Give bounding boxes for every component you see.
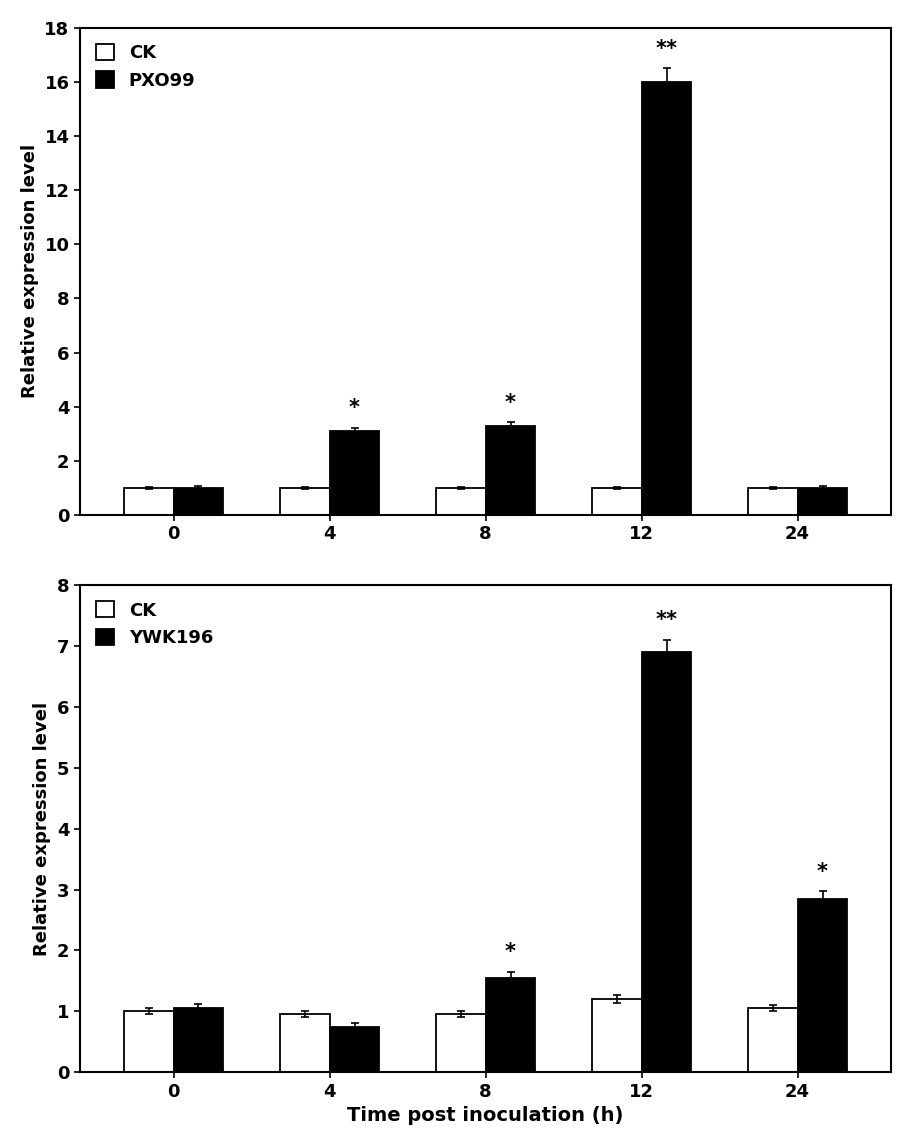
Bar xyxy=(485,425,535,515)
Bar xyxy=(173,488,223,515)
Text: **: ** xyxy=(655,610,677,630)
Text: *: * xyxy=(505,942,516,961)
Bar xyxy=(329,431,379,515)
Bar xyxy=(280,1014,329,1073)
Bar xyxy=(124,488,173,515)
Bar xyxy=(280,488,329,515)
Bar xyxy=(591,999,640,1073)
Bar xyxy=(485,978,535,1073)
Bar xyxy=(747,1008,797,1073)
Bar xyxy=(435,488,485,515)
Bar xyxy=(124,1011,173,1073)
Text: *: * xyxy=(349,398,360,418)
Bar xyxy=(173,1008,223,1073)
Bar xyxy=(797,898,846,1073)
Y-axis label: Relative expression level: Relative expression level xyxy=(21,144,39,399)
Bar xyxy=(640,83,691,515)
Legend: CK, YWK196: CK, YWK196 xyxy=(89,594,220,654)
Bar xyxy=(435,1014,485,1073)
Bar xyxy=(591,488,640,515)
Legend: CK, PXO99: CK, PXO99 xyxy=(89,37,202,97)
Y-axis label: Relative expression level: Relative expression level xyxy=(34,701,51,956)
Bar xyxy=(640,652,691,1073)
Text: **: ** xyxy=(655,39,677,58)
Bar xyxy=(797,488,846,515)
Text: *: * xyxy=(505,393,516,413)
Bar xyxy=(747,488,797,515)
X-axis label: Time post inoculation (h): Time post inoculation (h) xyxy=(347,1106,623,1125)
Bar xyxy=(329,1027,379,1073)
Text: *: * xyxy=(816,862,827,881)
